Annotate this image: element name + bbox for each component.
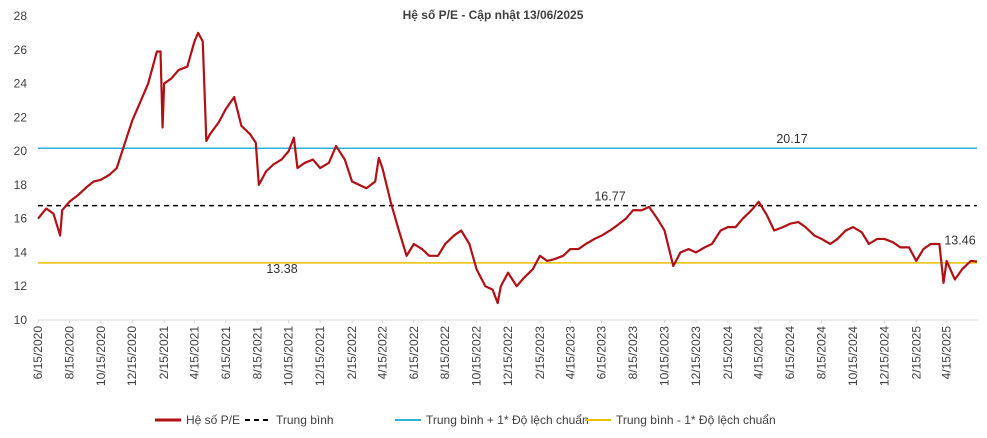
x-tick-label: 4/15/2022	[375, 326, 389, 380]
x-tick-label: 6/15/2021	[219, 326, 233, 380]
legend-label: Trung bình - 1* Độ lệch chuẩn	[616, 413, 776, 427]
y-tick-label: 10	[14, 313, 28, 327]
legend-label: Trung bình + 1* Độ lệch chuẩn	[426, 413, 589, 427]
legend-label: Trung bình	[276, 413, 334, 427]
x-tick-label: 10/15/2020	[94, 326, 108, 386]
x-tick-label: 12/15/2021	[313, 326, 327, 386]
x-tick-label: 6/15/2023	[595, 326, 609, 380]
x-tick-label: 4/15/2021	[188, 326, 202, 380]
y-tick-label: 14	[14, 245, 28, 259]
data-line	[37, 31, 978, 305]
x-tick-label: 10/15/2024	[846, 326, 860, 386]
x-tick-label: 12/15/2024	[877, 326, 891, 386]
x-tick-label: 8/15/2023	[626, 326, 640, 380]
x-tick-label: 12/15/2023	[689, 326, 703, 386]
x-tick-label: 8/15/2022	[438, 326, 452, 380]
y-tick-label: 16	[14, 212, 28, 226]
y-tick-label: 22	[14, 110, 28, 124]
x-tick-label: 2/15/2022	[345, 326, 359, 380]
last-value-label: 13.46	[944, 234, 975, 248]
y-tick-label: 26	[14, 43, 28, 57]
x-tick-label: 4/15/2024	[752, 326, 766, 380]
x-tick-label: 8/15/2021	[250, 326, 264, 380]
y-tick-label: 18	[14, 178, 28, 192]
x-tick-label: 2/15/2024	[721, 326, 735, 380]
x-tick-label: 8/15/2024	[815, 326, 829, 380]
y-tick-label: 28	[14, 9, 28, 23]
x-tick-label: 2/15/2023	[533, 326, 547, 380]
y-tick-label: 12	[14, 279, 28, 293]
x-tick-label: 8/15/2020	[62, 326, 76, 380]
x-tick-label: 6/15/2022	[407, 326, 421, 380]
legend-label: Hệ số P/E	[186, 413, 240, 427]
x-tick-label: 10/15/2022	[470, 326, 484, 386]
x-tick-label: 10/15/2021	[282, 326, 296, 386]
y-tick-label: 20	[14, 144, 28, 158]
x-tick-label: 10/15/2023	[658, 326, 672, 386]
x-tick-label: 6/15/2020	[31, 326, 45, 380]
x-tick-label: 12/15/2022	[501, 326, 515, 386]
reference-label: 20.17	[776, 132, 807, 146]
x-tick-label: 4/15/2025	[940, 326, 954, 380]
x-tick-label: 2/15/2021	[157, 326, 171, 380]
reference-label: 13.38	[266, 262, 297, 276]
x-tick-label: 6/15/2024	[783, 326, 797, 380]
reference-label: 16.77	[594, 190, 625, 204]
chart-title: Hệ số P/E - Cập nhật 13/06/2025	[403, 8, 584, 22]
x-tick-label: 12/15/2020	[125, 326, 139, 386]
x-tick-label: 4/15/2023	[563, 326, 577, 380]
x-tick-label: 2/15/2025	[909, 326, 923, 380]
y-tick-label: 24	[14, 77, 28, 91]
